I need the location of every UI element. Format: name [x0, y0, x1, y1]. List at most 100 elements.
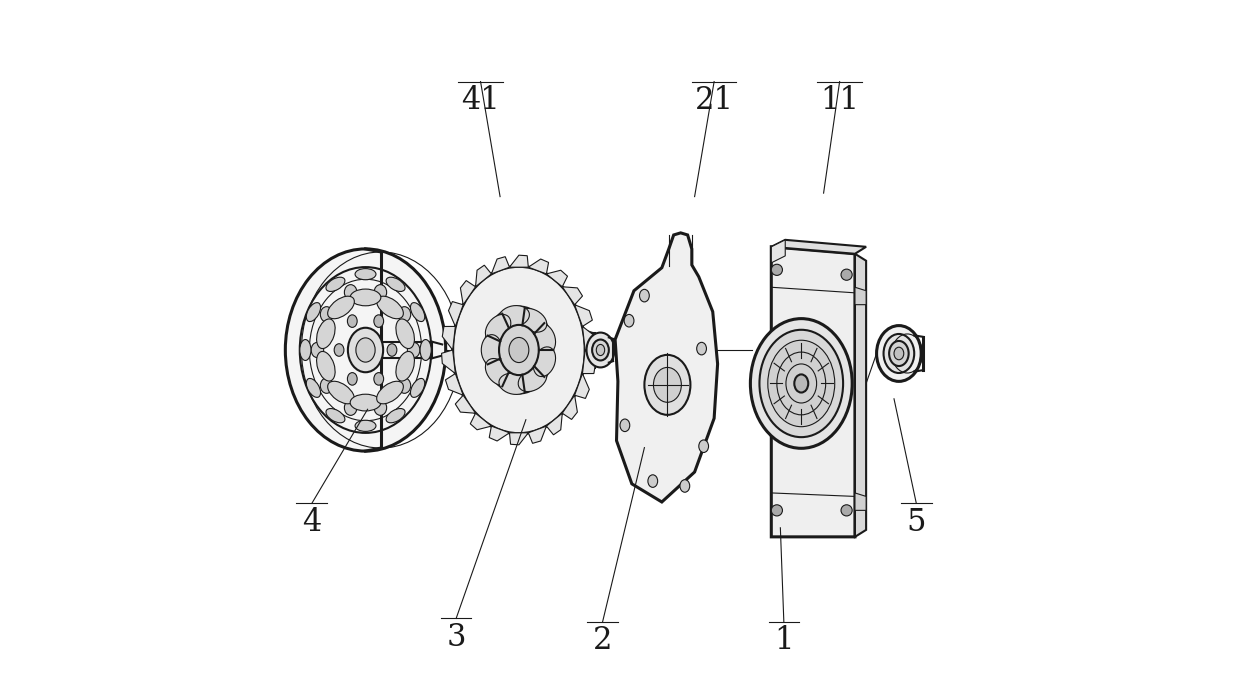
Ellipse shape [485, 358, 511, 386]
Polygon shape [528, 259, 548, 274]
Ellipse shape [596, 344, 605, 356]
Ellipse shape [326, 409, 345, 423]
Ellipse shape [350, 289, 381, 306]
Ellipse shape [374, 285, 387, 300]
Ellipse shape [347, 372, 357, 385]
Ellipse shape [306, 302, 321, 321]
Ellipse shape [587, 332, 615, 368]
Ellipse shape [620, 419, 630, 432]
Polygon shape [460, 281, 475, 304]
Ellipse shape [306, 379, 321, 398]
Ellipse shape [841, 269, 852, 280]
Ellipse shape [453, 266, 585, 434]
Ellipse shape [355, 420, 376, 431]
Ellipse shape [374, 372, 383, 385]
Polygon shape [771, 240, 785, 262]
Text: 5: 5 [906, 507, 926, 538]
Ellipse shape [356, 338, 376, 362]
Ellipse shape [508, 337, 528, 363]
Ellipse shape [699, 440, 708, 452]
Ellipse shape [398, 378, 410, 393]
Ellipse shape [884, 334, 914, 373]
Polygon shape [771, 247, 854, 537]
Text: 41: 41 [461, 85, 500, 116]
Polygon shape [490, 426, 510, 441]
Ellipse shape [300, 340, 311, 360]
Ellipse shape [345, 285, 357, 300]
Ellipse shape [768, 340, 835, 427]
Polygon shape [455, 395, 475, 413]
Ellipse shape [386, 409, 405, 423]
Ellipse shape [640, 289, 650, 302]
Text: 4: 4 [303, 507, 321, 538]
Ellipse shape [327, 382, 355, 404]
Ellipse shape [377, 296, 403, 318]
Ellipse shape [877, 326, 921, 382]
Ellipse shape [387, 344, 397, 356]
Polygon shape [445, 374, 464, 395]
Polygon shape [583, 326, 596, 350]
Ellipse shape [485, 314, 511, 342]
Polygon shape [491, 257, 510, 274]
Ellipse shape [311, 342, 324, 358]
Polygon shape [562, 395, 578, 419]
Ellipse shape [285, 249, 445, 451]
Ellipse shape [320, 378, 332, 393]
Ellipse shape [420, 340, 432, 360]
Ellipse shape [320, 307, 332, 322]
Text: 1: 1 [774, 625, 794, 657]
Text: 21: 21 [694, 85, 734, 116]
Text: 2: 2 [593, 625, 613, 657]
Polygon shape [510, 433, 528, 445]
Ellipse shape [350, 394, 381, 411]
Ellipse shape [345, 400, 357, 415]
Ellipse shape [647, 475, 657, 487]
Ellipse shape [408, 342, 420, 358]
Polygon shape [574, 304, 593, 326]
Ellipse shape [759, 330, 843, 438]
Ellipse shape [326, 277, 345, 291]
Polygon shape [547, 413, 562, 435]
Ellipse shape [410, 379, 425, 398]
Ellipse shape [894, 347, 904, 360]
Ellipse shape [374, 315, 383, 328]
Text: 11: 11 [820, 85, 859, 116]
Ellipse shape [771, 505, 782, 516]
Polygon shape [771, 240, 866, 254]
Ellipse shape [498, 306, 529, 327]
Ellipse shape [410, 302, 425, 321]
Ellipse shape [795, 374, 808, 393]
Ellipse shape [518, 368, 547, 391]
Polygon shape [854, 254, 866, 537]
Ellipse shape [347, 315, 357, 328]
Ellipse shape [841, 505, 852, 516]
Polygon shape [443, 326, 455, 350]
Ellipse shape [396, 351, 414, 381]
Ellipse shape [697, 342, 707, 355]
Ellipse shape [327, 296, 355, 318]
Ellipse shape [316, 351, 335, 381]
Polygon shape [475, 265, 491, 287]
Ellipse shape [771, 264, 782, 275]
Ellipse shape [645, 355, 691, 415]
Polygon shape [854, 493, 866, 510]
Ellipse shape [316, 319, 335, 349]
Ellipse shape [593, 340, 609, 360]
Ellipse shape [398, 307, 410, 322]
Ellipse shape [653, 368, 681, 402]
Ellipse shape [374, 400, 387, 415]
Polygon shape [510, 256, 528, 267]
Polygon shape [449, 302, 464, 326]
Ellipse shape [348, 328, 383, 372]
Ellipse shape [334, 344, 343, 356]
Ellipse shape [533, 347, 556, 377]
Ellipse shape [355, 269, 376, 280]
Ellipse shape [533, 323, 556, 353]
Ellipse shape [386, 277, 405, 291]
Ellipse shape [498, 325, 538, 375]
Polygon shape [470, 413, 491, 430]
Ellipse shape [624, 314, 634, 327]
Ellipse shape [498, 373, 529, 394]
Ellipse shape [750, 318, 852, 448]
Polygon shape [441, 350, 455, 374]
